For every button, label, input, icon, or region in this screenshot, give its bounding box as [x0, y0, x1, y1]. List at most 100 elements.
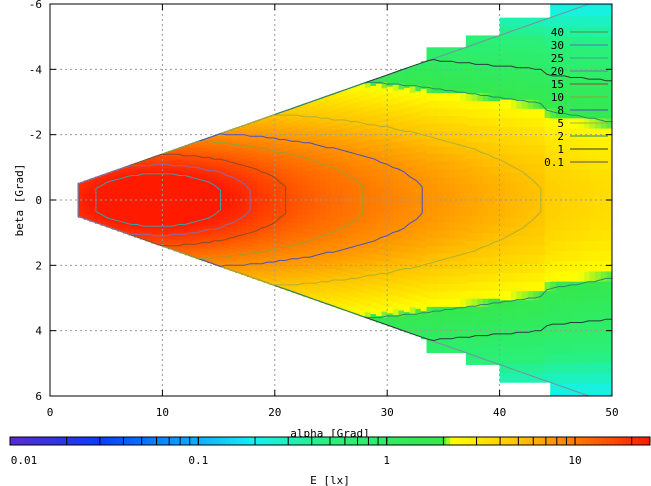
heatmap-cell — [465, 43, 472, 53]
heatmap-cell — [184, 164, 191, 168]
heatmap-cell — [578, 138, 585, 150]
heatmap-cell — [218, 213, 225, 218]
heatmap-cell — [544, 209, 551, 219]
heatmap-cell — [156, 175, 163, 178]
heatmap-cell — [314, 129, 321, 136]
colorbar-segment — [630, 437, 635, 445]
heatmap-cell — [201, 221, 208, 225]
heatmap-cell — [263, 212, 270, 217]
colorbar-segment — [394, 437, 399, 445]
heatmap-cell — [606, 220, 612, 232]
heatmap-cell — [443, 100, 450, 109]
heatmap-cell — [550, 281, 557, 293]
heatmap-cell — [314, 174, 321, 181]
heatmap-cell — [533, 263, 540, 274]
heatmap-cell — [252, 192, 259, 197]
heatmap-cell — [426, 100, 433, 109]
heatmap-cell — [190, 194, 197, 198]
heatmap-cell — [404, 285, 411, 293]
heatmap-cell — [190, 214, 197, 218]
heatmap-cell — [246, 249, 253, 255]
heatmap-cell — [151, 215, 158, 218]
heatmap-cell — [241, 270, 248, 276]
colorbar-segment — [130, 437, 135, 445]
heatmap-cell — [454, 230, 461, 239]
heatmap-cell — [600, 179, 607, 191]
heatmap-cell — [392, 193, 399, 201]
heatmap-cell — [100, 182, 107, 184]
heatmap-cell — [314, 184, 321, 191]
colorbar-segment — [26, 437, 31, 445]
heatmap-cell — [94, 176, 101, 179]
heatmap-cell — [437, 192, 444, 201]
heatmap-cell — [184, 156, 191, 160]
heatmap-cell — [437, 329, 444, 338]
heatmap-cell — [106, 209, 113, 212]
heatmap-cell — [156, 177, 163, 181]
heatmap-cell — [156, 220, 163, 223]
heatmap-cell — [280, 138, 287, 143]
heatmap-cell — [269, 204, 276, 209]
heatmap-cell — [139, 231, 146, 234]
heatmap-cell — [465, 76, 472, 86]
heatmap-cell — [179, 213, 186, 217]
heatmap-cell — [595, 271, 602, 283]
heatmap-cell — [111, 182, 118, 185]
heatmap-cell — [583, 251, 590, 262]
heatmap-cell — [106, 176, 113, 179]
heatmap-cell — [308, 229, 315, 235]
heatmap-cell — [477, 224, 484, 234]
heatmap-cell — [606, 87, 612, 99]
heatmap-cell — [89, 181, 96, 184]
heatmap-cell — [499, 181, 506, 192]
heatmap-cell — [224, 151, 231, 156]
heatmap-cell — [550, 46, 557, 58]
heatmap-cell — [426, 192, 433, 201]
colorbar-segment — [338, 437, 343, 445]
heatmap-cell — [297, 209, 304, 215]
heatmap-cell — [471, 93, 478, 102]
heatmap-cell — [533, 26, 540, 37]
heatmap-cell — [364, 264, 371, 272]
heatmap-cell — [128, 180, 135, 183]
heatmap-cell — [359, 147, 366, 154]
heatmap-cell — [426, 47, 433, 56]
heatmap-cell — [510, 318, 517, 329]
heatmap-cell — [224, 179, 231, 184]
heatmap-cell — [173, 220, 180, 224]
heatmap-cell — [516, 172, 523, 183]
heatmap-cell — [375, 248, 382, 256]
heatmap-cell — [392, 289, 399, 297]
heatmap-cell — [432, 184, 439, 193]
heatmap-cell — [229, 245, 236, 250]
heatmap-cell — [347, 171, 354, 178]
heatmap-cell — [460, 70, 467, 79]
heatmap-cell — [589, 251, 596, 262]
heatmap-cell — [375, 145, 382, 152]
heatmap-cell — [589, 128, 596, 140]
heatmap-cell — [196, 173, 203, 177]
heatmap-cell — [460, 47, 467, 56]
heatmap-cell — [493, 167, 500, 176]
heatmap-cell — [567, 138, 574, 150]
heatmap-cell — [426, 123, 433, 132]
heatmap-cell — [139, 215, 146, 218]
heatmap-cell — [168, 192, 175, 196]
heatmap-cell — [212, 135, 219, 139]
heatmap-cell — [347, 228, 354, 235]
heatmap-cell — [190, 168, 197, 172]
heatmap-cell — [449, 306, 456, 315]
heatmap-cell — [314, 240, 321, 246]
heatmap-cell — [415, 267, 422, 276]
colorbar-segment — [190, 437, 195, 445]
heatmap-cell — [460, 169, 467, 178]
heatmap-cell — [241, 147, 248, 152]
heatmap-cell — [179, 237, 186, 241]
heatmap-cell — [527, 26, 534, 37]
heatmap-cell — [578, 77, 585, 89]
heatmap-cell — [449, 70, 456, 79]
heatmap-cell — [477, 249, 484, 258]
heatmap-cell — [117, 189, 124, 192]
heatmap-cell — [297, 242, 304, 248]
heatmap-cell — [123, 178, 130, 181]
